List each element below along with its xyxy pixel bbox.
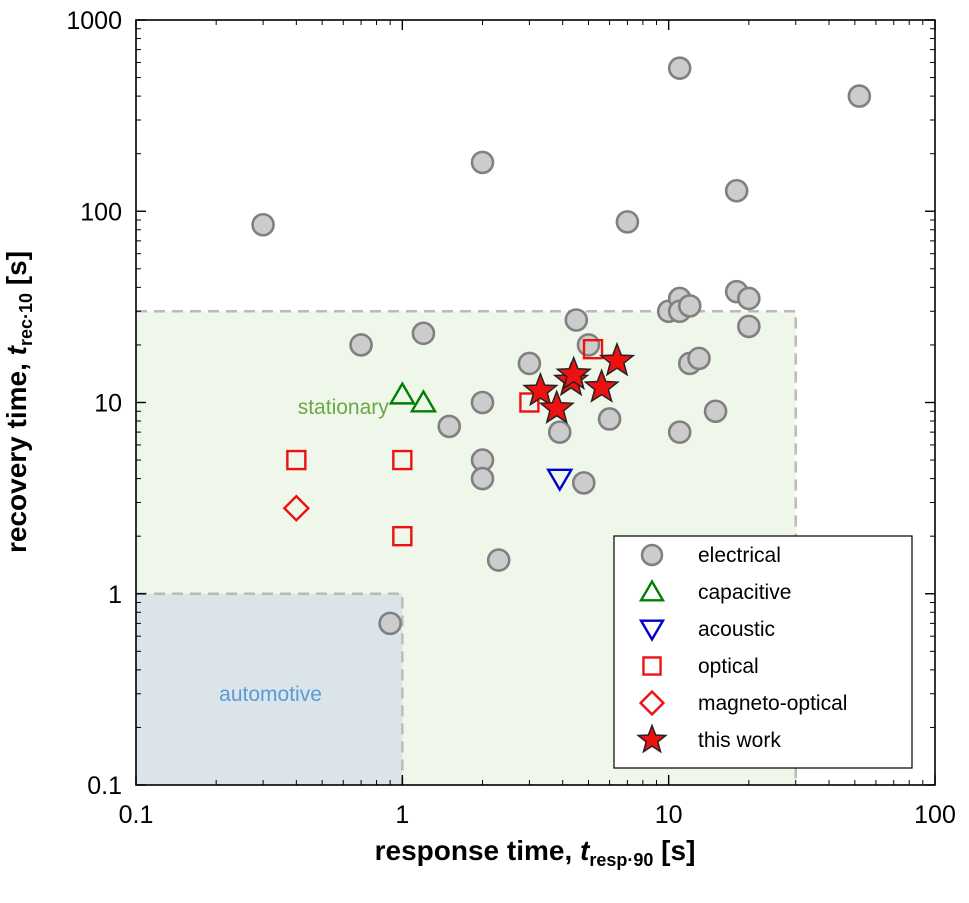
- legend-marker: [636, 723, 668, 754]
- legend-label: electrical: [698, 544, 781, 567]
- data-point: [847, 84, 872, 108]
- legend-marker: [640, 543, 664, 567]
- series-magneto-optical: [282, 494, 311, 522]
- data-point: [349, 333, 373, 357]
- axis-label-variable: t: [580, 835, 591, 866]
- data-point: [564, 308, 589, 332]
- y-tick-label: 10: [94, 390, 122, 418]
- data-point: [409, 389, 438, 413]
- legend-marker: [638, 619, 666, 642]
- data-point: [388, 381, 416, 405]
- data-point: [598, 341, 636, 377]
- data-point: [582, 338, 604, 360]
- axis-label-subscript: resp·90: [589, 850, 653, 870]
- legend-box: [613, 535, 913, 769]
- x-tick-label: 0.1: [119, 801, 154, 829]
- data-point: [286, 449, 307, 471]
- data-point: [470, 390, 495, 415]
- x-tick-label: 100: [914, 801, 956, 829]
- series-capacitive: [388, 381, 438, 413]
- data-point: [538, 389, 575, 425]
- data-point: [677, 294, 702, 318]
- y-tick-label: 1000: [66, 7, 122, 35]
- data-point: [546, 468, 574, 492]
- legend-label: optical: [698, 655, 759, 678]
- legend-label: acoustic: [698, 618, 775, 641]
- data-point: [470, 466, 495, 491]
- axis-label-subscript: rec·10: [16, 293, 36, 346]
- data-point: [667, 420, 692, 444]
- data-point: [519, 392, 540, 413]
- data-point: [737, 286, 761, 311]
- x-tick-label: 1: [395, 801, 409, 829]
- data-point: [282, 494, 311, 522]
- axis-label-text: recovery time,: [1, 355, 32, 553]
- data-point: [378, 611, 402, 636]
- ticks-layer: 0.1 1 10 100 0.1 1 10 100 1000: [66, 7, 955, 829]
- data-point: [571, 471, 596, 495]
- y-tick-label: 1: [108, 581, 122, 609]
- legend-label: capacitive: [698, 581, 791, 604]
- data-point: [687, 346, 711, 371]
- legend: electrical capacitive acoustic optical magne…: [613, 535, 913, 769]
- legend-label: this work: [698, 729, 781, 752]
- y-axis-label: recovery time, trec·10 [s]: [1, 251, 36, 553]
- data-point: [470, 150, 495, 175]
- data-point: [737, 314, 761, 339]
- data-point: [437, 414, 462, 439]
- data-point: [555, 355, 592, 391]
- axis-labels: response time, tresp·90 [s] recovery tim…: [1, 251, 695, 870]
- data-point: [547, 420, 572, 444]
- data-layer: [251, 56, 872, 636]
- series-optical: [286, 338, 604, 547]
- x-tick-label: 10: [655, 801, 683, 829]
- region-label-automotive: automotive: [219, 683, 322, 706]
- data-point: [703, 399, 728, 424]
- data-point: [411, 321, 436, 346]
- data-point: [667, 56, 692, 80]
- region-automotive: [136, 593, 403, 785]
- legend-marker: [638, 689, 666, 717]
- region-label-stationary: stationary: [298, 396, 390, 419]
- data-point: [597, 407, 622, 431]
- series-this-work: [522, 341, 636, 425]
- axis-label-variable: t: [1, 344, 32, 355]
- series-electrical: [251, 56, 872, 636]
- axis-label-unit: [s]: [1, 251, 32, 293]
- legend-marker: [638, 579, 666, 602]
- y-tick-label: 0.1: [87, 772, 122, 800]
- data-point: [486, 548, 511, 572]
- data-point: [724, 178, 749, 203]
- data-point: [583, 368, 620, 403]
- axis-label-unit: [s]: [653, 835, 695, 866]
- data-point: [517, 351, 542, 376]
- series-acoustic: [546, 468, 574, 492]
- data-point: [392, 449, 413, 471]
- data-point: [576, 333, 601, 357]
- data-point: [392, 525, 413, 547]
- x-axis-label: response time, tresp·90 [s]: [375, 835, 696, 870]
- legend-label: magneto-optical: [698, 692, 847, 715]
- data-point: [251, 212, 275, 237]
- data-point: [615, 210, 640, 234]
- y-tick-label: 100: [80, 198, 122, 226]
- data-point: [522, 371, 559, 407]
- legend-marker: [642, 656, 662, 676]
- axis-label-text: response time,: [375, 835, 580, 866]
